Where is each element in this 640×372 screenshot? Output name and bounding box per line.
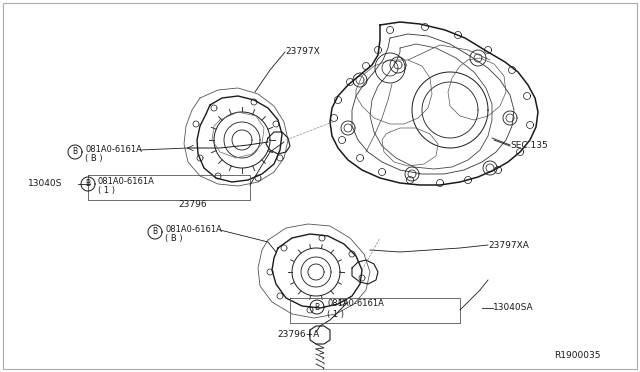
Text: 081A0-6161A: 081A0-6161A bbox=[98, 176, 155, 186]
Text: B: B bbox=[152, 228, 157, 237]
Text: 23796: 23796 bbox=[178, 200, 207, 209]
Text: R1900035: R1900035 bbox=[554, 350, 600, 359]
Text: 13040S: 13040S bbox=[28, 180, 62, 189]
Text: 23797X: 23797X bbox=[285, 48, 320, 57]
Text: 081A0-6161A: 081A0-6161A bbox=[85, 144, 142, 154]
Text: B: B bbox=[85, 180, 91, 189]
Text: 081A0-6161A: 081A0-6161A bbox=[165, 224, 222, 234]
Text: 13040SA: 13040SA bbox=[493, 302, 534, 311]
Text: SEC.135: SEC.135 bbox=[510, 141, 548, 150]
Text: B: B bbox=[314, 302, 319, 311]
Text: ( B ): ( B ) bbox=[85, 154, 102, 164]
Text: ( 1 ): ( 1 ) bbox=[98, 186, 115, 196]
Text: B: B bbox=[72, 148, 77, 157]
Text: 23797XA: 23797XA bbox=[488, 241, 529, 250]
Text: 081A0-6161A: 081A0-6161A bbox=[327, 299, 384, 308]
Text: 23796+A: 23796+A bbox=[277, 330, 319, 339]
Text: ( B ): ( B ) bbox=[165, 234, 182, 244]
Text: ( 1 ): ( 1 ) bbox=[327, 310, 344, 318]
